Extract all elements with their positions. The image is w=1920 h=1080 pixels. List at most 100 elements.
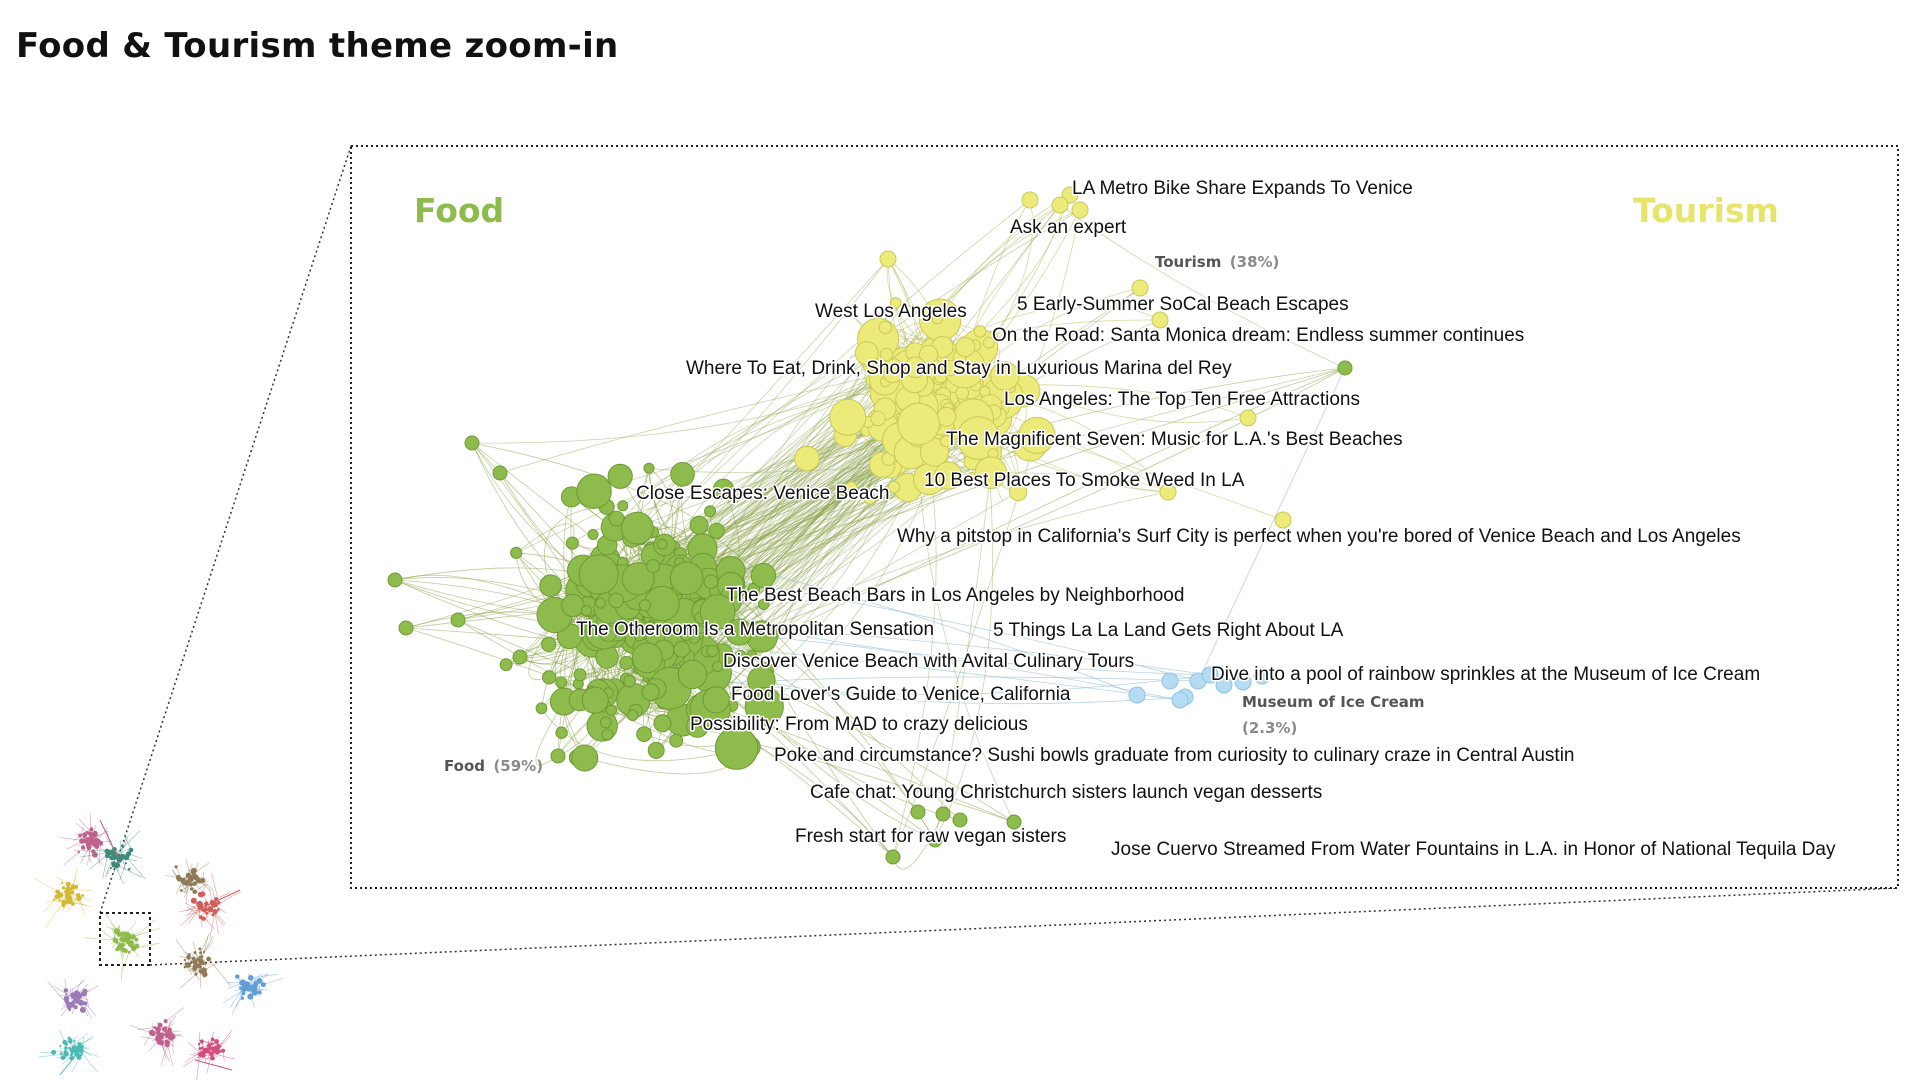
- food-node: [758, 598, 770, 611]
- overview-edge: [208, 958, 231, 986]
- overview-node: [67, 1036, 71, 1040]
- food-node: [636, 726, 652, 743]
- overview-node: [62, 1039, 68, 1045]
- overview-node: [174, 865, 178, 869]
- food-node: [605, 704, 618, 716]
- network-edge: [1059, 204, 1346, 369]
- cluster-name-food: Food: [444, 757, 485, 775]
- overview-edge: [102, 855, 108, 879]
- overview-edge: [192, 941, 199, 960]
- overview-node: [210, 1056, 215, 1061]
- overview-node: [167, 1027, 172, 1032]
- overview-node: [190, 867, 197, 874]
- food-node: [621, 562, 655, 596]
- overview-node: [77, 850, 81, 854]
- overview-edge: [119, 863, 127, 881]
- overview-node: [217, 908, 220, 911]
- food-node: [746, 650, 758, 662]
- food-node: [599, 716, 612, 729]
- overview-node: [203, 917, 206, 920]
- overview-edge: [188, 903, 198, 916]
- food-node: [679, 627, 693, 641]
- article-label: 10 Best Places To Smoke Weed In LA: [924, 470, 1245, 491]
- overview-edge: [185, 859, 192, 877]
- overview-edge: [59, 837, 92, 842]
- food-node: [599, 624, 617, 643]
- article-label: Ask an expert: [1010, 217, 1127, 238]
- overview-edge: [157, 1037, 175, 1047]
- overview-node: [70, 1052, 74, 1056]
- overview-edge: [62, 903, 67, 911]
- tourism-node: [878, 320, 892, 335]
- overview-node: [240, 996, 245, 1000]
- tourism-node: [1021, 191, 1039, 209]
- overview-node: [216, 1048, 220, 1053]
- food-node: [927, 832, 943, 848]
- overview-node: [65, 881, 71, 887]
- overview-node: [67, 895, 72, 901]
- overview-node: [192, 889, 197, 895]
- food-node: [492, 465, 508, 481]
- cluster-label-food: Food (59%): [444, 757, 543, 775]
- overview-node: [81, 845, 86, 850]
- overview-node: [52, 898, 56, 902]
- overview-node: [68, 1039, 73, 1044]
- network-edge: [405, 627, 592, 693]
- overview-node: [111, 861, 117, 867]
- overview-node: [68, 1008, 72, 1011]
- overview-node: [194, 972, 198, 976]
- article-label: Close Escapes: Venice Beach: [636, 483, 890, 504]
- overview-node: [254, 982, 259, 987]
- network-edge: [1197, 367, 1346, 682]
- overview-node: [92, 830, 98, 837]
- overview-node: [109, 866, 112, 870]
- food-node: [712, 660, 724, 673]
- overview-node: [176, 877, 179, 880]
- cluster-pct-tourism: (38%): [1230, 253, 1280, 271]
- overview-edge: [45, 897, 68, 928]
- overview-edge: [66, 838, 90, 850]
- overview-node: [189, 882, 193, 887]
- overview-edge: [231, 989, 245, 1015]
- overview-node: [167, 1040, 171, 1044]
- overview-edge: [69, 901, 92, 908]
- tourism-node: [889, 297, 902, 309]
- food-node: [510, 546, 523, 559]
- overview-edge: [171, 869, 178, 879]
- overview-edge: [78, 994, 92, 1019]
- overview-edge: [47, 981, 68, 1004]
- overview-node: [63, 995, 70, 1002]
- overview-edge: [186, 875, 189, 904]
- overview-edge: [79, 1000, 83, 1012]
- food-node: [712, 478, 735, 500]
- overview-edge: [72, 867, 78, 887]
- food-node: [595, 597, 607, 609]
- overview-node: [212, 909, 218, 915]
- food-node: [677, 659, 708, 690]
- overview-node: [246, 983, 251, 989]
- food-node: [910, 804, 926, 820]
- network-nodes: [387, 186, 1353, 865]
- overview-node: [200, 1052, 206, 1058]
- overview-edge: [120, 834, 129, 857]
- overview-edge: [116, 925, 120, 950]
- overview-node: [260, 982, 266, 988]
- overview-edge: [194, 1059, 233, 1071]
- article-label: Discover Venice Beach with Avital Culina…: [723, 651, 1134, 672]
- overview-edge: [85, 937, 116, 941]
- tourism-node: [870, 410, 886, 427]
- article-label: Possibility: From MAD to crazy delicious: [690, 714, 1028, 735]
- tourism-node: [897, 402, 940, 446]
- overview-edge: [61, 1053, 78, 1065]
- food-node: [617, 500, 629, 512]
- overview-node: [217, 901, 221, 905]
- overview-edge: [183, 884, 192, 899]
- tourism-node: [1151, 311, 1169, 329]
- overview-edge: [137, 1027, 155, 1031]
- food-node: [578, 554, 619, 595]
- food-node: [619, 656, 634, 670]
- overview-edge: [80, 847, 90, 864]
- overview-node: [198, 947, 202, 951]
- overview-edge: [66, 980, 85, 995]
- food-node: [550, 748, 566, 764]
